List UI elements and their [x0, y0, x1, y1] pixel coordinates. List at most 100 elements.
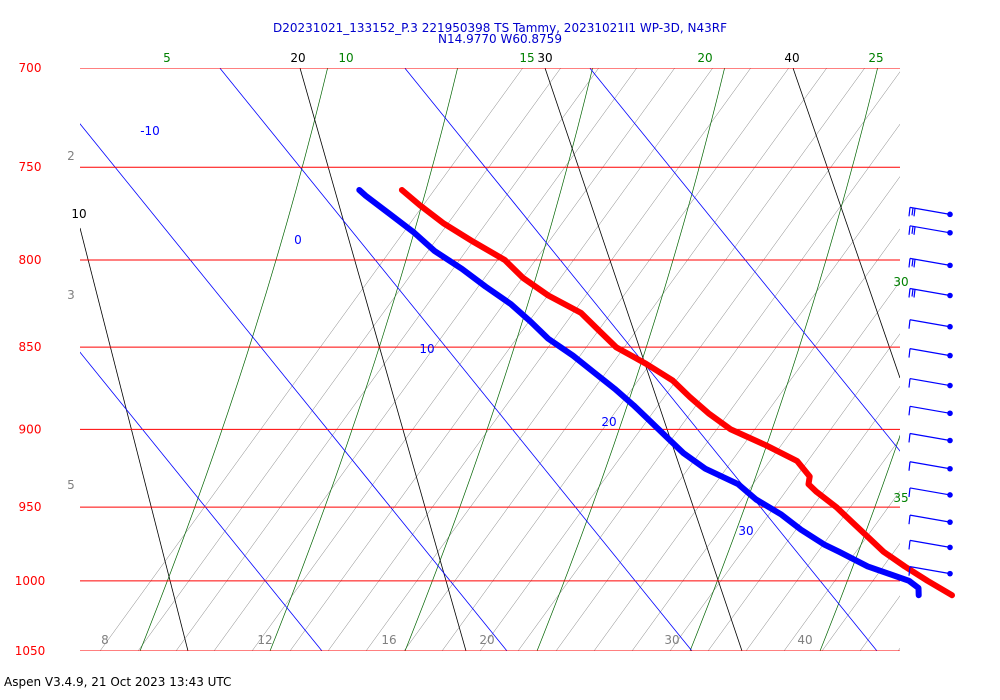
wind-barb-staff [909, 566, 951, 575]
mixing-ratio-line [783, 490, 900, 651]
mixing-ratio-label: 8 [101, 633, 109, 647]
pressure-label: 900 [19, 422, 42, 436]
moist-adiabat-label: 15 [519, 51, 534, 65]
isotherm-line [589, 68, 900, 452]
chart-title-line2: N14.9770 W60.8759 [438, 32, 562, 46]
mixing-ratio-line [175, 68, 600, 651]
dry-adiabat-line [80, 227, 189, 651]
mixing-ratio-line [251, 68, 676, 651]
chart-title-line1: D20231021_133152_P.3 221950398 TS Tammy,… [272, 21, 728, 35]
moist-adiabat-line [139, 68, 328, 651]
wind-barb-dot [947, 323, 953, 330]
moist-adiabat-label: 5 [163, 51, 171, 65]
wind-barb-flag [911, 207, 914, 216]
mixing-ratio-line [631, 280, 900, 651]
wind-barb-dot [947, 211, 953, 218]
mixing-ratio-line [403, 68, 828, 651]
wind-barb-flag [913, 208, 916, 217]
wind-barb-flag [908, 461, 911, 471]
mixing-ratio-line [213, 68, 638, 651]
isotherm-label: -10 [140, 124, 160, 138]
dewpoint-profile [356, 187, 922, 599]
wind-barb-staff [909, 405, 951, 414]
wind-barb-dot [947, 410, 953, 417]
wind-barb-staff [909, 514, 951, 523]
wind-barb-flag [913, 226, 916, 235]
wind-barb-staff [909, 257, 951, 266]
pressure-label: 750 [19, 160, 42, 174]
wind-barb-staff [909, 539, 951, 548]
wind-barb-staff [909, 487, 951, 496]
wind-barb-flag [908, 319, 911, 329]
isotherm-line [80, 123, 508, 651]
isotherm-label: 30 [738, 524, 753, 538]
wind-barb-staff [909, 319, 951, 328]
wind-barb-staff [909, 348, 951, 357]
mixing-ratio-label: 2 [67, 149, 75, 163]
wind-barb-flag [908, 433, 911, 443]
wind-barb-flag [911, 258, 914, 267]
moist-adiabat-label: 25 [868, 51, 883, 65]
moist-adiabat-label: 30 [893, 275, 908, 289]
wind-barb-dot [947, 262, 953, 269]
wind-barb-staff [909, 206, 951, 215]
wind-barb-flag [908, 406, 911, 416]
pressure-label: 800 [19, 253, 42, 267]
wind-barb-dot [947, 492, 953, 498]
mixing-ratio-line [327, 68, 752, 651]
mixing-ratio-line [99, 68, 524, 651]
wind-barb-flag [911, 226, 914, 234]
wind-barb-dot [947, 229, 953, 236]
wind-barb-dot [947, 437, 953, 444]
mixing-ratio-line [669, 333, 900, 651]
mixing-ratio-label: 3 [67, 288, 75, 302]
mixing-ratio-label: 12 [257, 633, 272, 647]
mixing-ratio-line [441, 68, 866, 651]
pressure-label: 1000 [15, 574, 46, 588]
mixing-ratio-line [137, 68, 562, 651]
mixing-ratio-line [289, 68, 714, 651]
wind-barb-flag [908, 378, 911, 388]
wind-barb-staff [909, 432, 951, 442]
wind-barb-flag [913, 259, 916, 268]
wind-barb-flag [908, 487, 911, 498]
wind-barb-staff [909, 225, 951, 234]
wind-barb-dot [947, 352, 953, 359]
moist-adiabat-line [819, 434, 900, 651]
dry-adiabat-label: 40 [784, 51, 799, 65]
mixing-ratio-line [517, 123, 900, 651]
wind-barb-dot [947, 570, 953, 577]
wind-barb-flag [911, 288, 914, 297]
moist-adiabat-line [404, 68, 593, 651]
wind-barb-dot [947, 465, 953, 472]
wind-barb-flag [908, 288, 911, 298]
mixing-ratio-line [479, 71, 900, 651]
mixing-ratio-label: 40 [797, 633, 812, 647]
moist-adiabat-label: 35 [893, 491, 908, 505]
wind-barb-flag [908, 540, 911, 550]
pressure-label: 850 [19, 340, 42, 354]
wind-barb-flag [908, 207, 911, 217]
dry-adiabat-label: 20 [290, 51, 305, 65]
wind-barb-flag [908, 225, 911, 235]
mixing-ratio-label: 5 [67, 478, 75, 492]
moist-adiabat-label: 10 [338, 51, 353, 65]
moist-adiabat-line [689, 68, 878, 651]
moist-adiabat-label: 20 [697, 51, 712, 65]
background-lines [80, 68, 900, 651]
mixing-ratio-line [745, 438, 900, 651]
dry-adiabat-label: 10 [71, 207, 86, 221]
pressure-label: 700 [19, 61, 42, 75]
wind-barb-staff [909, 377, 951, 387]
wind-barb-flag [908, 348, 911, 358]
wind-barb-dot [947, 382, 953, 389]
wind-barb-dot [947, 292, 953, 299]
mixing-ratio-label: 20 [479, 633, 494, 647]
isotherm-line [219, 68, 693, 651]
mixing-ratio-line [821, 543, 900, 651]
wind-barb-staff [909, 461, 951, 470]
pressure-label: 1050 [15, 644, 46, 658]
wind-barb-dot [947, 519, 953, 525]
wind-barb-flag [913, 289, 916, 298]
